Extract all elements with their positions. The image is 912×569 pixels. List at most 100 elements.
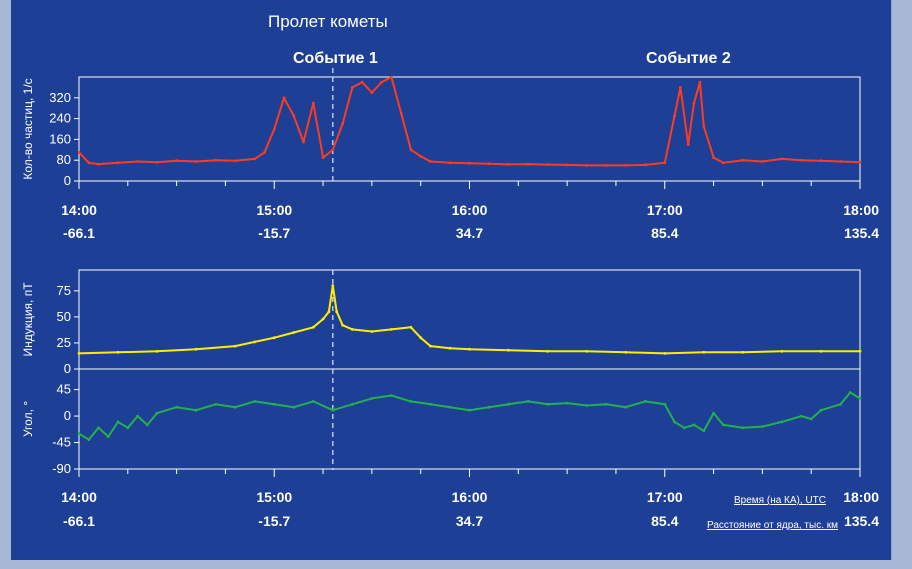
magnetic-induction-ylabel: Индукция, пТ xyxy=(21,282,35,357)
magnetic-induction-point xyxy=(272,336,276,340)
particle-count-point xyxy=(712,156,715,160)
particle-count-point xyxy=(624,164,628,167)
particle-count-series-line xyxy=(78,76,861,167)
particle-count-ytick-label-4: 320 xyxy=(49,90,71,105)
angle-point xyxy=(526,400,530,403)
angle-point xyxy=(331,408,335,412)
bottom-time-label-4: 18:00 xyxy=(843,489,879,505)
particle-count-point xyxy=(214,158,218,162)
angle-point xyxy=(87,438,91,441)
magnetic-induction-point xyxy=(585,349,589,353)
angle-point xyxy=(858,397,862,400)
magnetic-induction-point xyxy=(419,336,423,340)
particle-count-point xyxy=(780,157,784,161)
magnetic-induction-point xyxy=(335,310,339,314)
particle-count-point xyxy=(331,148,335,152)
magnetic-induction-point xyxy=(741,350,745,354)
top-time-label-0: 14:00 xyxy=(61,202,97,218)
particle-count-point xyxy=(604,164,608,167)
magnetic-induction-point xyxy=(702,350,706,354)
particle-count-point xyxy=(87,161,91,165)
bottom-distance-label-2: 34.7 xyxy=(456,513,483,529)
particle-count-point xyxy=(702,125,706,128)
particle-count-point xyxy=(292,114,296,118)
particle-count-point xyxy=(233,159,237,163)
particle-count-point xyxy=(399,112,403,115)
angle-point xyxy=(311,400,315,403)
top-distance-label-1: -15.7 xyxy=(258,225,290,241)
magnetic-induction-point xyxy=(77,352,81,355)
angle-point xyxy=(643,400,647,403)
plots-group: 0 80 160 240 320 Кол-во частиц, 1/с 0 25 50 75 Инд… xyxy=(21,68,879,529)
magnetic-induction-point xyxy=(507,348,510,352)
magnetic-induction-point xyxy=(331,284,335,287)
angle-point xyxy=(429,402,432,406)
angle-series-line xyxy=(78,391,861,441)
particle-count-point xyxy=(253,157,257,161)
magnetic-induction-point xyxy=(370,330,374,333)
angle-point xyxy=(370,397,374,400)
magnetic-induction-point xyxy=(233,344,237,348)
particle-count-point xyxy=(741,158,745,162)
bottom-distance-label-3: 85.4 xyxy=(651,513,678,529)
angle-ytick-label-1: -45 xyxy=(52,435,71,450)
angle-point xyxy=(409,400,413,403)
angle-ytick-label-3: 45 xyxy=(57,382,71,397)
magnetic-induction-point xyxy=(429,344,432,348)
particle-count-point xyxy=(272,127,276,131)
angle-point xyxy=(448,405,452,409)
angle-point xyxy=(214,402,218,406)
magnetic-induction-point xyxy=(468,347,471,351)
particle-count-point xyxy=(663,161,667,165)
particle-count-point xyxy=(507,163,510,166)
particle-count-point xyxy=(429,160,432,163)
particle-count-point xyxy=(370,91,374,94)
particle-count-point xyxy=(679,86,682,89)
angle-point xyxy=(194,408,198,412)
top-distance-label-3: 85.4 xyxy=(651,225,678,241)
particle-count-point xyxy=(468,161,471,165)
top-time-label-3: 17:00 xyxy=(647,202,683,218)
angle-point xyxy=(507,402,510,406)
magnetic-induction-point xyxy=(155,349,159,353)
angle-point xyxy=(741,426,745,430)
particle-count-point xyxy=(761,160,764,163)
particle-count-point xyxy=(360,80,364,84)
particle-count-point xyxy=(351,86,354,89)
magnetic-induction-point xyxy=(390,328,393,331)
angle-point xyxy=(272,402,276,406)
particle-count-point xyxy=(858,160,862,164)
magnetic-induction-ytick-label-1: 25 xyxy=(57,335,71,350)
angle-point xyxy=(126,426,130,430)
particle-count-point xyxy=(136,160,139,163)
particle-count-point xyxy=(546,163,549,167)
magnetic-induction-point xyxy=(409,325,413,329)
panel-frame-counts xyxy=(78,76,861,182)
particle-count-point xyxy=(77,151,81,154)
top-distance-label-4: 135.4 xyxy=(844,225,879,241)
magnetic-induction-ytick-label-0: 0 xyxy=(64,361,71,376)
angle-point xyxy=(565,401,569,405)
particle-count-point xyxy=(321,156,325,160)
comet-flyby-chart: Пролет кометы Событие 1 Событие 2 0 80 160… xyxy=(21,12,879,531)
top-time-label-4: 18:00 xyxy=(843,202,879,218)
magnetic-induction-point xyxy=(321,317,325,321)
particle-count-point xyxy=(116,161,120,165)
magnetic-induction-ytick-label-2: 50 xyxy=(57,309,71,324)
particle-count-point xyxy=(692,101,696,105)
particle-count-point xyxy=(97,162,100,166)
event-2-label: Событие 2 xyxy=(646,50,731,67)
top-time-label-1: 15:00 xyxy=(256,202,292,218)
angle-point xyxy=(604,402,608,406)
bottom-distance-label-1: -15.7 xyxy=(258,513,290,529)
bottom-time-label-1: 15:00 xyxy=(256,489,292,505)
angle-point xyxy=(585,404,589,407)
bottom-distance-label-4: 135.4 xyxy=(844,513,879,529)
particle-count-point xyxy=(194,160,198,163)
magnetic-induction-point xyxy=(663,352,667,355)
angle-point xyxy=(682,426,686,430)
particle-count-ylabel: Кол-во частиц, 1/с xyxy=(21,78,35,179)
bottom-time-label-0: 14:00 xyxy=(61,489,97,505)
angle-point xyxy=(487,405,491,409)
top-time-label-2: 16:00 xyxy=(452,202,488,218)
